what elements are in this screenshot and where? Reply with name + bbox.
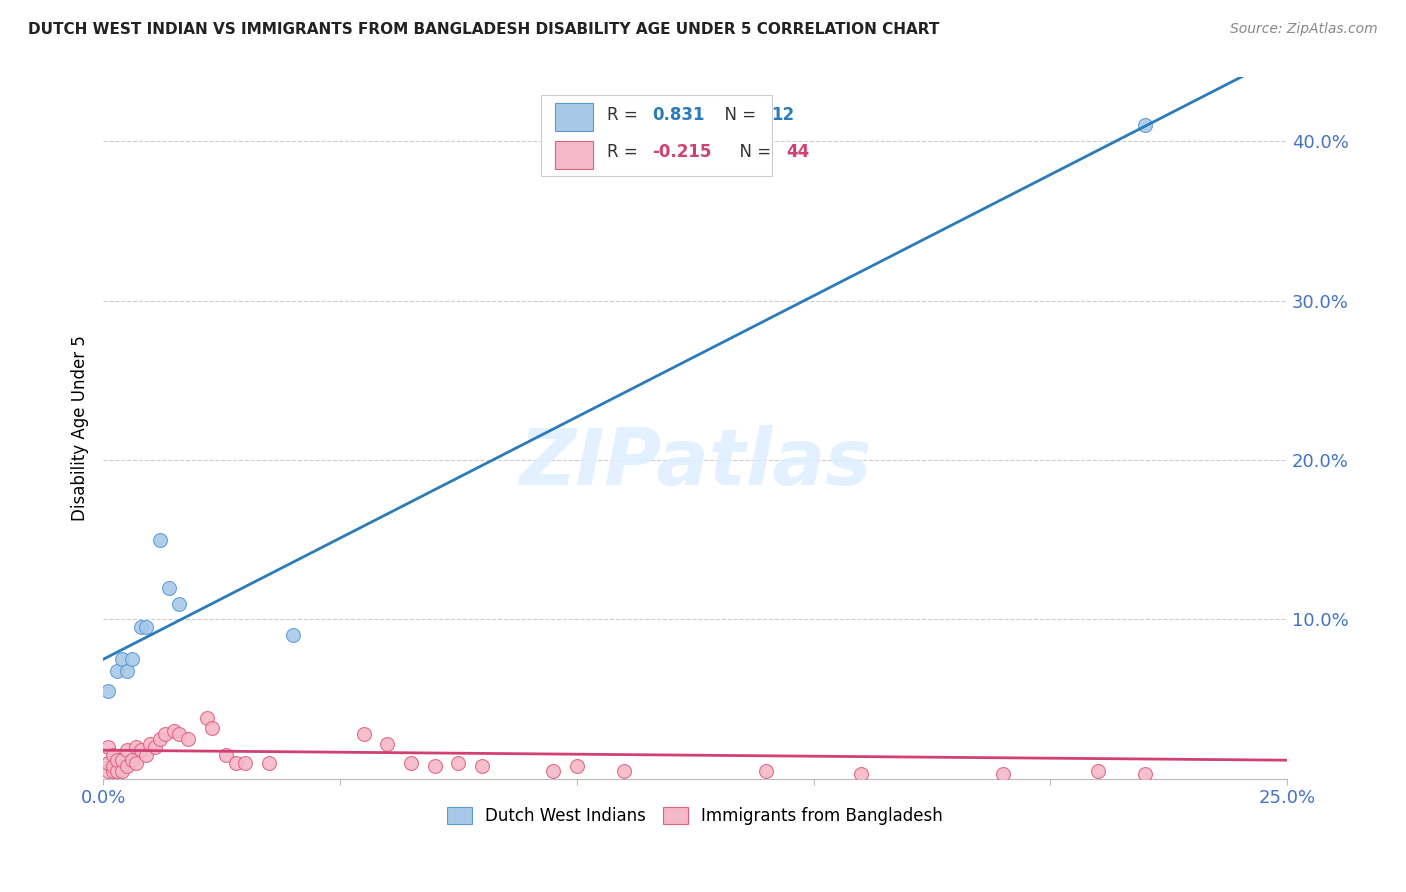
Point — [97, 739, 120, 754]
Point — [257, 756, 280, 770]
Point — [129, 620, 152, 634]
Point — [101, 759, 124, 773]
FancyBboxPatch shape — [541, 95, 772, 176]
Point — [195, 711, 218, 725]
Point — [167, 727, 190, 741]
Point — [423, 759, 446, 773]
Text: R =: R = — [607, 144, 644, 161]
Point — [105, 753, 128, 767]
Point — [143, 739, 166, 754]
Text: Source: ZipAtlas.com: Source: ZipAtlas.com — [1230, 22, 1378, 37]
Text: R =: R = — [607, 105, 644, 124]
Text: 12: 12 — [770, 105, 794, 124]
Point — [233, 756, 256, 770]
Bar — [555, 141, 593, 169]
Point — [1087, 764, 1109, 778]
Point — [115, 743, 138, 757]
Text: -0.215: -0.215 — [652, 144, 711, 161]
Point — [215, 747, 238, 762]
Point — [101, 747, 124, 762]
Point — [111, 652, 134, 666]
Y-axis label: Disability Age Under 5: Disability Age Under 5 — [72, 335, 89, 521]
Point — [991, 767, 1014, 781]
Point — [163, 724, 186, 739]
Point — [149, 732, 172, 747]
Text: 44: 44 — [786, 144, 810, 161]
Point — [121, 652, 143, 666]
Text: N =: N = — [730, 144, 778, 161]
Point — [111, 764, 134, 778]
Point — [471, 759, 494, 773]
Point — [849, 767, 872, 781]
Point — [375, 737, 398, 751]
Point — [97, 684, 120, 698]
Point — [281, 628, 304, 642]
Point — [129, 743, 152, 757]
Point — [105, 764, 128, 778]
Point — [177, 732, 200, 747]
Point — [399, 756, 422, 770]
Point — [1133, 767, 1156, 781]
Point — [115, 759, 138, 773]
Legend: Dutch West Indians, Immigrants from Bangladesh: Dutch West Indians, Immigrants from Bang… — [439, 799, 952, 834]
Text: 0.831: 0.831 — [652, 105, 704, 124]
Point — [125, 739, 148, 754]
Point — [135, 620, 157, 634]
Point — [149, 533, 172, 547]
Point — [101, 764, 124, 778]
Point — [115, 664, 138, 678]
Point — [613, 764, 636, 778]
Text: DUTCH WEST INDIAN VS IMMIGRANTS FROM BANGLADESH DISABILITY AGE UNDER 5 CORRELATI: DUTCH WEST INDIAN VS IMMIGRANTS FROM BAN… — [28, 22, 939, 37]
Point — [135, 747, 157, 762]
Point — [139, 737, 162, 751]
Point — [153, 727, 176, 741]
Point — [97, 756, 120, 770]
Point — [541, 764, 564, 778]
Bar — [555, 103, 593, 131]
Point — [105, 664, 128, 678]
Point — [201, 721, 224, 735]
Point — [121, 753, 143, 767]
Point — [159, 581, 181, 595]
Point — [447, 756, 470, 770]
Point — [755, 764, 778, 778]
Point — [353, 727, 375, 741]
Point — [565, 759, 588, 773]
Point — [111, 753, 134, 767]
Point — [1133, 118, 1156, 132]
Point — [125, 756, 148, 770]
Point — [167, 597, 190, 611]
Text: N =: N = — [714, 105, 762, 124]
Point — [225, 756, 247, 770]
Text: ZIPatlas: ZIPatlas — [519, 425, 872, 501]
Point — [97, 764, 120, 778]
